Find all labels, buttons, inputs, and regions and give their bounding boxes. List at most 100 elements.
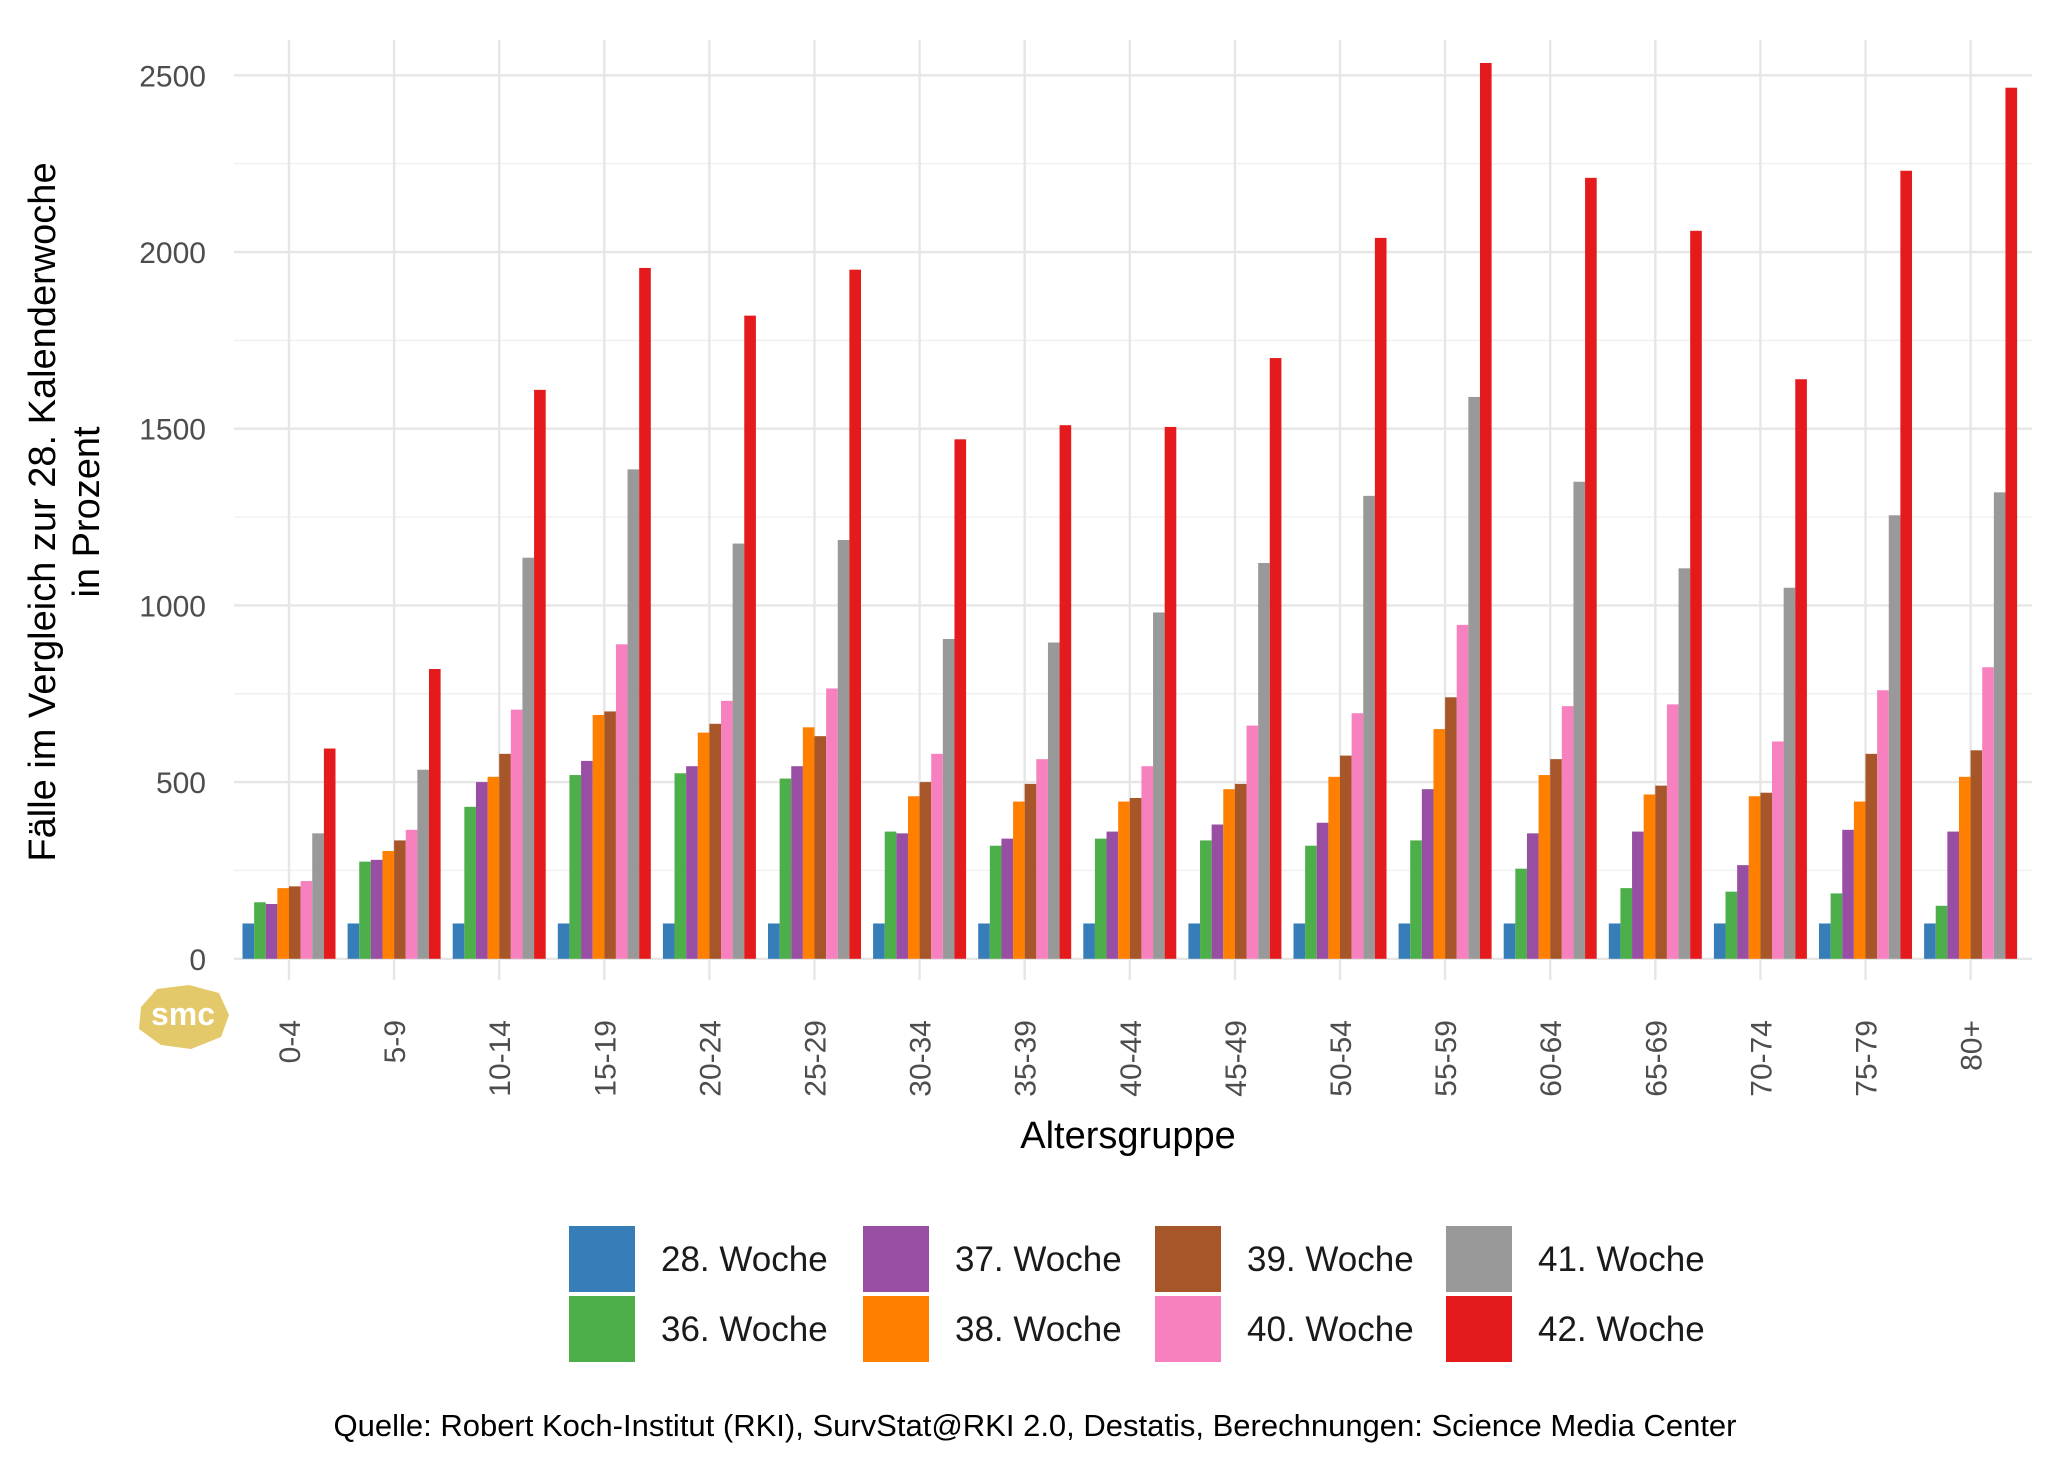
bar (744, 315, 756, 959)
bar (709, 723, 722, 959)
bar (1234, 783, 1247, 959)
bar (1258, 563, 1270, 959)
x-tick-label: 60-64 (1535, 1020, 1568, 1097)
bar (1888, 515, 1901, 959)
bar (417, 769, 429, 959)
bar (1678, 568, 1691, 959)
bar (873, 923, 885, 959)
bar (1164, 426, 1177, 959)
bar (978, 923, 990, 959)
bar (989, 845, 1002, 959)
bar (581, 760, 593, 959)
bar (1410, 840, 1422, 959)
bar (1013, 801, 1025, 959)
bar (931, 753, 943, 959)
bars (242, 62, 2018, 959)
bar (1305, 845, 1317, 959)
logo-badge (139, 985, 229, 1049)
bar (265, 904, 278, 959)
bar (1059, 425, 1072, 959)
legend-label: 36. Woche (661, 1310, 828, 1349)
bar (405, 829, 418, 959)
bar (1924, 923, 1936, 959)
legend-label: 38. Woche (955, 1310, 1122, 1349)
x-tick-label: 30-34 (905, 1020, 938, 1097)
y-axis-title-line2: in Prozent (66, 426, 108, 598)
bar (1200, 840, 1212, 959)
bar (604, 711, 616, 959)
bar (277, 888, 290, 959)
bar (1608, 923, 1621, 959)
bar (1819, 923, 1831, 959)
bar (1538, 775, 1551, 959)
logo-text: smc (151, 996, 215, 1032)
bar (674, 773, 687, 959)
legend-label: 42. Woche (1538, 1310, 1705, 1349)
bar (1748, 796, 1761, 959)
bar (394, 840, 406, 959)
bar (452, 923, 465, 959)
bar (1141, 766, 1154, 959)
bar (1211, 824, 1224, 959)
bar (1970, 750, 1983, 959)
bar (522, 557, 535, 959)
bar (1118, 801, 1130, 959)
bar (1900, 170, 1913, 959)
bar (1293, 923, 1306, 959)
bar (1993, 492, 2006, 959)
bar (428, 669, 441, 959)
bar (1316, 822, 1329, 959)
bar (1737, 865, 1749, 959)
bar (1713, 923, 1726, 959)
bar (347, 923, 360, 959)
bar (1246, 725, 1259, 959)
bar (557, 923, 570, 959)
x-axis-ticks: 0-4 5-9 10-14 15-19 20-24 25-29 30-34 35-39 40-4… (274, 1020, 1989, 1097)
bar (1094, 838, 1107, 959)
bar (639, 267, 651, 959)
y-tick-label: 2000 (139, 237, 206, 270)
legend-label: 37. Woche (955, 1240, 1122, 1279)
bar (768, 923, 780, 959)
bar (1328, 776, 1341, 959)
x-tick-label: 80+ (1956, 1020, 1989, 1071)
bar (1982, 667, 1994, 959)
bar (370, 859, 383, 959)
x-tick-label: 35-39 (1010, 1020, 1043, 1097)
bar (1725, 891, 1738, 959)
x-tick-label: 75-79 (1851, 1020, 1884, 1097)
bar (1456, 624, 1469, 959)
bar (1269, 358, 1282, 959)
bar (1690, 230, 1702, 959)
x-tick-label: 50-54 (1325, 1020, 1358, 1097)
bar (896, 833, 908, 959)
bar (382, 851, 395, 959)
bar (1935, 905, 1948, 959)
x-tick-label: 70-74 (1745, 1020, 1778, 1097)
bar (569, 775, 582, 959)
bar (849, 269, 862, 959)
bar (323, 748, 336, 959)
bar (2005, 87, 2018, 959)
y-tick-label: 500 (156, 767, 206, 800)
bar (359, 861, 371, 959)
bar (1515, 868, 1527, 959)
bar (1047, 642, 1060, 959)
bar (1188, 923, 1201, 959)
bar (1842, 829, 1854, 959)
bar (627, 469, 640, 959)
bar (534, 389, 546, 959)
x-tick-label: 20-24 (694, 1020, 727, 1097)
bar (802, 727, 815, 959)
x-tick-label: 15-19 (589, 1020, 622, 1097)
bar (1632, 831, 1644, 959)
bar (1830, 893, 1843, 959)
bar (615, 644, 628, 959)
legend-label: 41. Woche (1538, 1240, 1705, 1279)
x-tick-label: 40-44 (1115, 1020, 1148, 1097)
legend-key (1446, 1226, 1512, 1292)
bar (1877, 690, 1889, 959)
bar (662, 923, 675, 959)
bar (312, 833, 324, 959)
logo: smc (139, 985, 229, 1049)
